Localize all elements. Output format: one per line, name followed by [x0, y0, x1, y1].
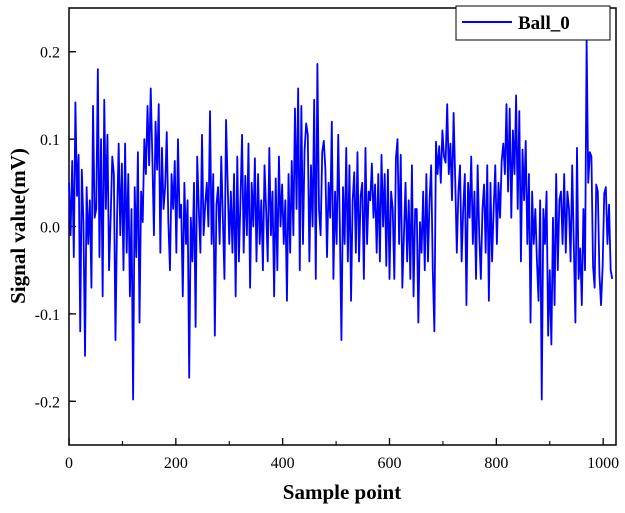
legend-label: Ball_0: [518, 13, 570, 34]
y-axis-title: Signal value(mV): [6, 148, 30, 304]
x-tick-label: 200: [164, 455, 188, 472]
y-tick-label: 0.1: [40, 132, 60, 149]
y-tick-label: 0.0: [40, 220, 60, 237]
x-axis-title: Sample point: [283, 480, 401, 504]
series-layer: [68, 39, 614, 401]
x-tick-label: 1000: [587, 455, 619, 472]
legend: Ball_0: [455, 5, 611, 41]
x-tick-label: 0: [65, 455, 73, 472]
y-tick-label: 0.2: [40, 45, 60, 62]
y-tick-label: -0.1: [35, 307, 60, 324]
x-tick-label: 400: [271, 455, 295, 472]
series-line-Ball_0: [68, 39, 614, 401]
axes: 0 200 400 600 800 1000 -0.2 -0.1 0.0 0.1 0.2: [35, 45, 620, 472]
x-tick-label: 800: [484, 455, 508, 472]
x-tick-label: 600: [378, 455, 402, 472]
y-tick-label: -0.2: [35, 394, 60, 411]
